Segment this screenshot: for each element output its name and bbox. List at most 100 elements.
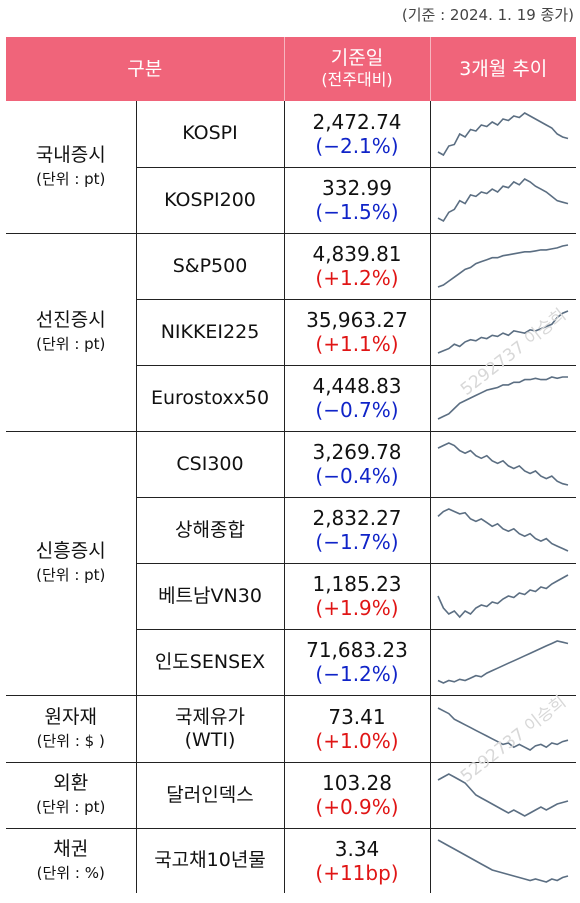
group-name: 신흥증시	[35, 540, 106, 562]
trend-sparkline	[437, 839, 569, 883]
weekly-change: (+1.0%)	[315, 728, 399, 753]
market-summary-table: 구분 기준일 (전주대비) 3개월 추이 국내증시 (단위 : pt) KOSPI 2…	[6, 37, 576, 893]
index-value: 3,269.78	[312, 440, 402, 464]
trend-line	[437, 508, 569, 552]
table-row: 상해종합 2,832.27 (−1.7%)	[6, 496, 576, 563]
index-value-cell: 35,963.27 (+1.1%)	[284, 298, 431, 365]
table-row: 인도SENSEX 71,683.23 (−1.2%)	[6, 628, 576, 695]
weekly-change: (−1.7%)	[315, 530, 399, 554]
trend-sparkline	[437, 310, 569, 354]
index-name: KOSPI200	[136, 166, 285, 233]
index-value-cell: 4,839.81 (+1.2%)	[284, 232, 431, 299]
trend-sparkline	[437, 574, 569, 619]
trend-sparkline	[437, 376, 569, 420]
trend-cell	[430, 364, 576, 431]
weekly-change: (+1.1%)	[315, 332, 399, 356]
index-value-cell: 103.28 (+0.9%)	[284, 761, 431, 828]
group-cell: 외환 (단위 : pt)	[6, 761, 137, 828]
trend-line	[437, 442, 569, 486]
group-unit: (단위 : $ )	[36, 731, 105, 750]
group-cell: 원자재 (단위 : $ )	[6, 694, 137, 762]
index-value: 35,963.27	[306, 308, 408, 332]
weekly-change: (−2.1%)	[315, 133, 399, 158]
table-body: 국내증시 (단위 : pt) KOSPI 2,472.74 (−2.1%) KOSPI20…	[6, 101, 576, 893]
header-3month-trend: 3개월 추이	[430, 37, 576, 101]
index-value-cell: 71,683.23 (−1.2%)	[284, 628, 431, 695]
group-unit: (단위 : %)	[36, 863, 105, 882]
group-name: 외환	[53, 772, 89, 794]
group-name: 채권	[53, 837, 89, 860]
index-value-cell: 2,832.27 (−1.7%)	[284, 496, 431, 563]
index-name: 상해종합	[136, 496, 285, 563]
weekly-change: (−0.7%)	[315, 398, 399, 422]
table-row: 외환 (단위 : pt) 달러인덱스 103.28 (+0.9%)	[6, 761, 576, 828]
trend-line	[437, 839, 569, 883]
group-name: 원자재	[44, 705, 97, 728]
index-value: 4,839.81	[312, 242, 402, 266]
weekly-change: (+1.2%)	[315, 266, 399, 290]
header-category: 구분	[6, 37, 285, 101]
table-row: 신흥증시 (단위 : pt) CSI300 3,269.78 (−0.4%)	[6, 430, 576, 695]
table-row: 채권 (단위 : %) 국고채10년물 3.34 (+11bp)	[6, 827, 576, 893]
trend-line	[437, 640, 569, 684]
trend-line	[437, 773, 569, 817]
trend-sparkline	[437, 442, 569, 486]
trend-cell	[430, 694, 576, 762]
group-name: 국내증시	[35, 143, 106, 166]
trend-cell	[430, 562, 576, 629]
reference-date-note: (기준 : 2024. 1. 19 종가)	[401, 6, 574, 24]
index-name: 달러인덱스	[136, 761, 285, 828]
trend-cell	[430, 827, 576, 893]
table-row: Eurostoxx50 4,448.83 (−0.7%)	[6, 364, 576, 431]
group-unit: (단위 : pt)	[36, 566, 106, 584]
trend-line	[437, 244, 569, 288]
index-value: 3.34	[334, 836, 380, 861]
index-name: CSI300	[136, 430, 285, 497]
trend-line	[437, 178, 569, 223]
table-row: KOSPI200 332.99 (−1.5%)	[6, 166, 576, 233]
group-name: 선진증시	[35, 309, 106, 331]
index-name: S&P500	[136, 232, 285, 299]
group-cell: 국내증시 (단위 : pt)	[6, 101, 137, 233]
index-value-cell: 73.41 (+1.0%)	[284, 694, 431, 762]
trend-cell	[430, 101, 576, 167]
trend-line	[437, 376, 569, 420]
group-unit: (단위 : pt)	[36, 169, 106, 188]
trend-line	[437, 706, 569, 751]
index-value-cell: 1,185.23 (+1.9%)	[284, 562, 431, 629]
header-base-date-sub: (전주대비)	[321, 70, 393, 89]
trend-sparkline	[437, 178, 569, 223]
index-value-cell: 4,448.83 (−0.7%)	[284, 364, 431, 431]
table-row: 선진증시 (단위 : pt) S&P500 4,839.81 (+1.2%)	[6, 232, 576, 431]
trend-cell	[430, 298, 576, 365]
index-value-cell: 3.34 (+11bp)	[284, 827, 431, 893]
header-base-date-label: 기준일	[330, 47, 384, 69]
index-value: 73.41	[328, 704, 386, 729]
trend-sparkline	[437, 508, 569, 552]
trend-sparkline	[437, 640, 569, 684]
group-cell: 신흥증시 (단위 : pt)	[6, 430, 137, 695]
header-base-date: 기준일 (전주대비)	[284, 37, 431, 101]
weekly-change: (−1.2%)	[315, 662, 399, 686]
trend-cell	[430, 430, 576, 497]
weekly-change: (+11bp)	[315, 860, 399, 885]
trend-cell	[430, 761, 576, 828]
trend-cell	[430, 496, 576, 563]
trend-sparkline	[437, 244, 569, 288]
index-name: KOSPI	[136, 101, 285, 167]
index-value: 2,472.74	[312, 109, 402, 134]
trend-sparkline	[437, 773, 569, 817]
table-row: NIKKEI225 35,963.27 (+1.1%)	[6, 298, 576, 365]
weekly-change: (+0.9%)	[315, 795, 399, 819]
trend-sparkline	[437, 706, 569, 751]
weekly-change: (−0.4%)	[315, 464, 399, 488]
table-row: 국내증시 (단위 : pt) KOSPI 2,472.74 (−2.1%)	[6, 101, 576, 233]
index-value-cell: 332.99 (−1.5%)	[284, 166, 431, 233]
trend-cell	[430, 166, 576, 233]
index-name: Eurostoxx50	[136, 364, 285, 431]
trend-line	[437, 574, 569, 619]
index-name: NIKKEI225	[136, 298, 285, 365]
index-value: 2,832.27	[312, 506, 402, 530]
index-value: 103.28	[322, 771, 392, 795]
trend-line	[437, 111, 569, 156]
